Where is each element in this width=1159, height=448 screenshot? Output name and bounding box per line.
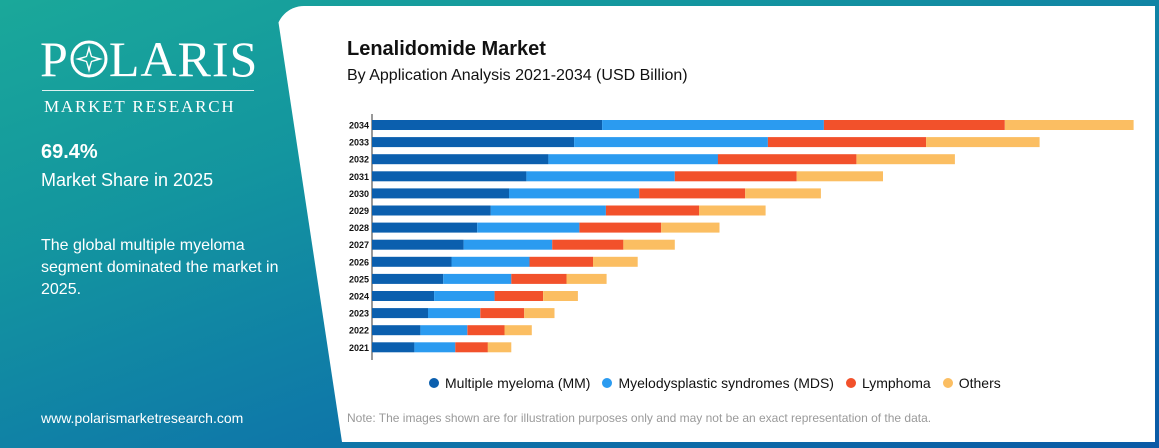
segment-description: The global multiple myeloma segment domi… <box>41 237 279 298</box>
bar-2025-series-3 <box>566 273 607 284</box>
bar-2033-series-2 <box>767 137 927 148</box>
bar-2021-series-0 <box>372 342 415 353</box>
bar-2023-series-1 <box>428 308 481 319</box>
bar-2028-series-3 <box>661 222 720 233</box>
y-tick-label-2031: 2031 <box>349 172 369 182</box>
bar-2027-series-0 <box>372 239 464 250</box>
bar-2032-series-0 <box>372 154 549 165</box>
bar-2023-series-2 <box>480 308 525 319</box>
bar-2034-series-0 <box>372 120 603 130</box>
bar-2022-series-2 <box>467 325 505 336</box>
bar-2030-series-0 <box>372 188 509 199</box>
legend-label: Multiple myeloma (MM) <box>445 375 591 391</box>
legend-item-2: Lymphoma <box>845 375 931 391</box>
bar-2027-series-2 <box>552 239 624 250</box>
bar-2032-series-1 <box>548 154 718 165</box>
bar-2026-series-3 <box>593 256 638 267</box>
bar-2025-series-2 <box>511 273 567 284</box>
bar-2027-series-3 <box>623 239 675 250</box>
bar-2028-series-1 <box>477 222 580 233</box>
bar-2031-series-0 <box>372 171 527 182</box>
bar-2031-series-2 <box>674 171 797 182</box>
y-tick-label-2022: 2022 <box>349 326 369 336</box>
logo-divider <box>42 90 254 91</box>
legend-item-1: Myelodysplastic syndromes (MDS) <box>602 375 834 391</box>
chart-title: Lenalidomide Market <box>347 38 546 60</box>
website-link[interactable]: www.polarismarketresearch.com <box>41 410 244 426</box>
bar-2030-series-1 <box>509 188 640 199</box>
bar-2022-series-1 <box>420 325 468 336</box>
legend-label: Others <box>958 375 1001 391</box>
bar-2031-series-1 <box>526 171 675 182</box>
bar-2032-series-3 <box>856 154 955 165</box>
disclaimer-note: Note: The images shown are for illustrat… <box>347 411 932 425</box>
y-tick-label-2023: 2023 <box>349 309 369 319</box>
bar-2026-series-0 <box>372 256 452 267</box>
bar-2033-series-3 <box>926 137 1040 148</box>
bar-2034-series-1 <box>602 120 824 130</box>
bar-2025-series-1 <box>443 273 512 284</box>
chart-subtitle: By Application Analysis 2021-2034 (USD B… <box>347 67 688 84</box>
bar-2022-series-0 <box>372 325 421 336</box>
bar-2024-series-2 <box>494 291 543 301</box>
bar-2025-series-0 <box>372 273 444 284</box>
polaris-logo: P LARIS MARKET RESEARCH <box>40 34 260 117</box>
legend-label: Myelodysplastic syndromes (MDS) <box>618 375 834 391</box>
y-tick-label-2032: 2032 <box>349 155 369 165</box>
y-tick-label-2033: 2033 <box>349 138 369 148</box>
bar-2023-series-0 <box>372 308 428 319</box>
y-tick-label-2030: 2030 <box>349 189 369 199</box>
legend-item-3: Others <box>942 375 1001 391</box>
bar-2030-series-3 <box>745 188 821 199</box>
y-tick-label-2028: 2028 <box>349 223 369 233</box>
bar-2034-series-2 <box>823 120 1005 130</box>
bar-2028-series-0 <box>372 222 478 233</box>
bar-2021-series-1 <box>414 342 456 353</box>
legend-label: Lymphoma <box>861 375 931 391</box>
bar-2034-series-3 <box>1004 120 1134 130</box>
legend-dot-icon <box>429 378 439 388</box>
bar-2027-series-1 <box>463 239 553 250</box>
bar-2021-series-2 <box>455 342 488 353</box>
y-tick-label-2027: 2027 <box>349 240 369 250</box>
bar-2029-series-3 <box>699 205 766 216</box>
legend-dot-icon <box>602 378 613 388</box>
logo-letters-laris: LARIS <box>108 31 259 87</box>
bar-2033-series-1 <box>574 137 768 148</box>
legend-dot-icon <box>845 378 856 388</box>
legend-dot-icon <box>942 378 953 388</box>
market-share-value: 69.4% <box>41 141 98 163</box>
legend-item-0: Multiple myeloma (MM) <box>429 375 590 391</box>
logo-wordmark: P LARIS <box>40 34 260 84</box>
bar-2026-series-2 <box>529 256 594 267</box>
y-tick-label-2034: 2034 <box>349 121 369 131</box>
logo-letter-p: P <box>40 31 69 87</box>
bar-2021-series-3 <box>487 342 512 353</box>
y-tick-label-2026: 2026 <box>349 257 369 267</box>
y-tick-label-2024: 2024 <box>349 292 369 302</box>
bar-2029-series-2 <box>605 205 699 216</box>
bar-2032-series-2 <box>717 154 857 165</box>
bar-2026-series-1 <box>451 256 530 267</box>
bar-2022-series-3 <box>504 325 532 336</box>
bar-2023-series-3 <box>524 308 555 319</box>
bar-2024-series-3 <box>543 291 578 301</box>
bar-2033-series-0 <box>372 137 575 148</box>
bar-2024-series-1 <box>434 291 495 301</box>
bar-2024-series-0 <box>372 291 435 301</box>
bar-2028-series-2 <box>579 222 662 233</box>
chart-legend: Multiple myeloma (MM) Myelodysplastic syn… <box>429 375 1013 391</box>
y-tick-label-2021: 2021 <box>349 343 369 353</box>
market-share-label: Market Share in 2025 <box>41 170 214 190</box>
bar-2031-series-3 <box>796 171 883 182</box>
bar-2029-series-1 <box>490 205 606 216</box>
y-tick-label-2025: 2025 <box>349 274 369 284</box>
bar-2029-series-0 <box>372 205 491 216</box>
logo-subtitle: MARKET RESEARCH <box>44 97 236 116</box>
y-tick-label-2029: 2029 <box>349 206 369 216</box>
bar-2030-series-2 <box>639 188 746 199</box>
compass-star-icon <box>70 40 108 78</box>
